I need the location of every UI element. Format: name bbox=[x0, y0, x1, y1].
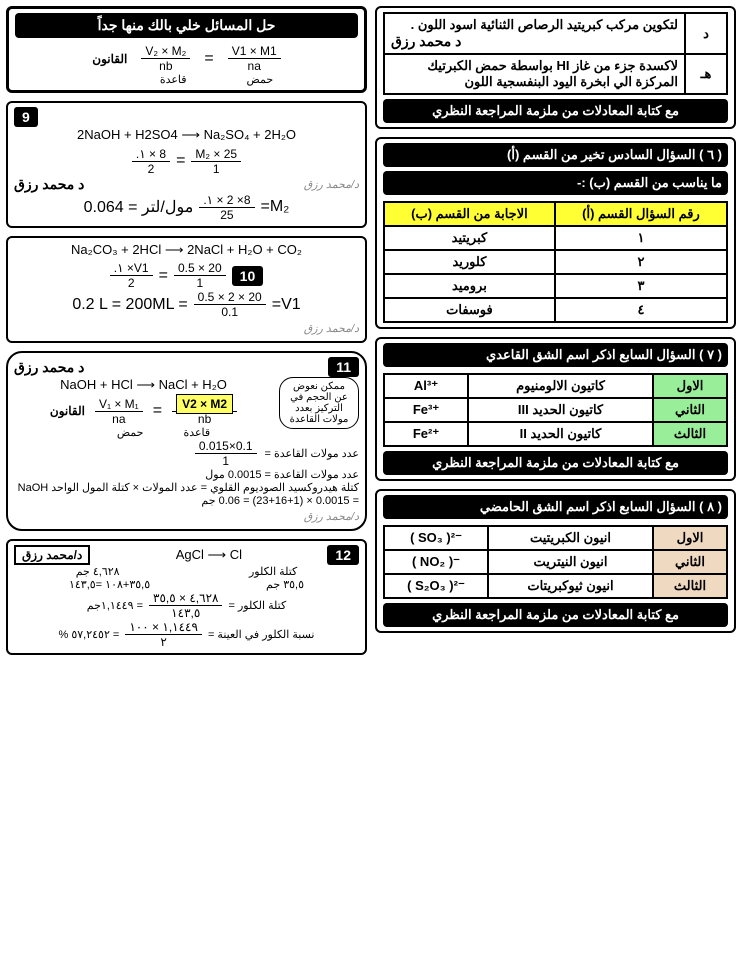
q7-key: الاول bbox=[653, 374, 727, 398]
q6-row-ans: كبريتيد bbox=[384, 226, 555, 250]
p11-reaction: NaOH + HCl ⟶ NaCl + H₂O bbox=[14, 377, 273, 393]
problem-10: Na₂CO₃ + 2HCl ⟶ 2NaCl + H₂O + CO₂ .١ ×V1… bbox=[6, 236, 367, 344]
q8-formula: ( NO₂ )⁻ bbox=[384, 550, 488, 574]
q7-name: كاتيون الحديد II bbox=[468, 422, 653, 446]
q7-formula: Fe³⁺ bbox=[384, 398, 468, 422]
q6-row-ans: كلوريد bbox=[384, 250, 555, 274]
q6-row-num: ٤ bbox=[555, 298, 727, 322]
question-6: ( ٦ ) السؤال السادس تخير من القسم (أ) ما… bbox=[375, 137, 736, 329]
badge-9: 9 bbox=[14, 107, 38, 127]
label-h: هـ bbox=[685, 54, 727, 94]
q6-row-ans: بروميد bbox=[384, 274, 555, 298]
q6-row-ans: فوسفات bbox=[384, 298, 555, 322]
q8-name: انيون الكبريتيت bbox=[488, 526, 653, 550]
d-author: د محمد رزق bbox=[391, 33, 678, 50]
q7-formula: Fe²⁺ bbox=[384, 422, 468, 446]
law-label: القانون bbox=[92, 52, 127, 66]
question-7: ( ٧ ) السؤال السابع اذكر اسم الشق القاعد… bbox=[375, 337, 736, 481]
problem-12: د/محمد رزق AgCl ⟶ Cl 12 ٤,٦٢٨ جم كتلة ال… bbox=[6, 539, 367, 655]
q7-table: الاول كاتيون الالومنيوم Al³⁺ الثاني كاتيو… bbox=[383, 373, 728, 447]
badge-11: 11 bbox=[328, 357, 359, 377]
p10-reaction: Na₂CO₃ + 2HCl ⟶ 2NaCl + H₂O + CO₂ bbox=[14, 242, 359, 258]
p11-bubble: ممكن نعوض عن الحجم في التركيز بعدد مولات… bbox=[279, 377, 359, 429]
q6-th1: رقم السؤال القسم (أ) bbox=[555, 202, 727, 226]
q8-name: انيون ثيوكبريتات bbox=[488, 574, 653, 598]
h-text: لاكسدة جزء من غاز HI بواسطة حمض الكبرتيك… bbox=[384, 54, 685, 94]
p12-reaction: AgCl ⟶ Cl bbox=[100, 547, 317, 563]
p11-author: د محمد رزق bbox=[14, 359, 84, 376]
d-text: لتكوين مركب كبريتيد الرصاص الثنائية اسود… bbox=[391, 17, 678, 33]
badge-10: 10 bbox=[232, 266, 264, 286]
q7-name: كاتيون الحديد III bbox=[468, 398, 653, 422]
q7-formula: Al³⁺ bbox=[384, 374, 468, 398]
q8-key: الثاني bbox=[653, 550, 727, 574]
p12-author-badge: د/محمد رزق bbox=[14, 545, 90, 565]
q6-table: رقم السؤال القسم (أ) الاجابة من القسم (ب… bbox=[383, 201, 728, 323]
q8-formula: ( SO₃ )²⁻ bbox=[384, 526, 488, 550]
q8-name: انيون النيتريت bbox=[488, 550, 653, 574]
label-d: د bbox=[685, 13, 727, 54]
q8-key: الثالث bbox=[653, 574, 727, 598]
top-footer: مع كتابة المعادلات من ملزمة المراجعة الن… bbox=[383, 99, 728, 123]
q6-row-num: ١ bbox=[555, 226, 727, 250]
problem-11: 11 د محمد رزق NaOH + HCl ⟶ NaCl + H₂O ال… bbox=[6, 351, 367, 531]
question-8: ( ٨ ) السؤال السابع اذكر اسم الشق الحامض… bbox=[375, 489, 736, 633]
p9-author: د محمد رزق bbox=[14, 176, 84, 193]
q7-key: الثاني bbox=[653, 398, 727, 422]
solve-problems-box: حل المسائل خلي بالك منها جداً القانون V₂… bbox=[6, 6, 367, 93]
p9-reaction: 2NaOH + H2SO4 ⟶ Na₂SO₄ + 2H₂O bbox=[14, 127, 359, 143]
law-frac-left: V₂ × M₂ nb bbox=[141, 44, 190, 73]
badge-12: 12 bbox=[327, 545, 359, 565]
q6-th2: الاجابة من القسم (ب) bbox=[384, 202, 555, 226]
q8-formula: ( S₂O₃ )²⁻ bbox=[384, 574, 488, 598]
q7-name: كاتيون الالومنيوم bbox=[468, 374, 653, 398]
q6-subtitle: ما يناسب من القسم (ب) :- bbox=[383, 171, 728, 195]
q8-key: الاول bbox=[653, 526, 727, 550]
q7-footer: مع كتابة المعادلات من ملزمة المراجعة الن… bbox=[383, 451, 728, 475]
q6-row-num: ٢ bbox=[555, 250, 727, 274]
q8-table: الاول انيون الكبريتيت ( SO₃ )²⁻ الثاني ان… bbox=[383, 525, 728, 599]
law-frac-right: V1 × M1 na bbox=[228, 44, 281, 73]
top-explanations: د لتكوين مركب كبريتيد الرصاص الثنائية اس… bbox=[375, 6, 736, 129]
problem-9: 9 2NaOH + H2SO4 ⟶ Na₂SO₄ + 2H₂O .١ × 82 … bbox=[6, 101, 367, 228]
q7-key: الثالث bbox=[653, 422, 727, 446]
solve-title: حل المسائل خلي بالك منها جداً bbox=[15, 13, 358, 38]
q8-footer: مع كتابة المعادلات من ملزمة المراجعة الن… bbox=[383, 603, 728, 627]
q6-row-num: ٣ bbox=[555, 274, 727, 298]
